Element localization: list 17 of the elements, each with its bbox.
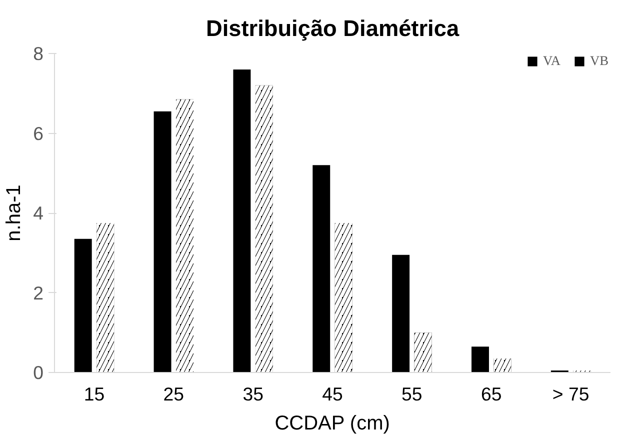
x-tick-label: 45 [322,384,343,404]
y-tick-label: 0 [33,362,44,383]
x-tick-label: 35 [242,384,264,404]
y-tick-label: 8 [33,43,44,64]
x-tick-label: 65 [480,384,502,404]
x-tick-label: 15 [84,384,105,404]
x-tick-label: 55 [402,384,422,404]
x-axis-title: CCDAP (cm) [274,412,390,434]
chart-title: Distribuição Diamétrica [206,15,460,41]
x-tick-label: > 75 [552,384,590,404]
y-tick-label: 6 [33,122,44,144]
x-tick-label: 25 [163,384,184,404]
y-tick-label: 2 [33,282,44,304]
legend-label: VB [590,53,610,69]
y-tick-label: 4 [33,202,44,224]
legend-label: VA [543,53,562,69]
y-axis-title: n.ha-1 [3,184,26,242]
